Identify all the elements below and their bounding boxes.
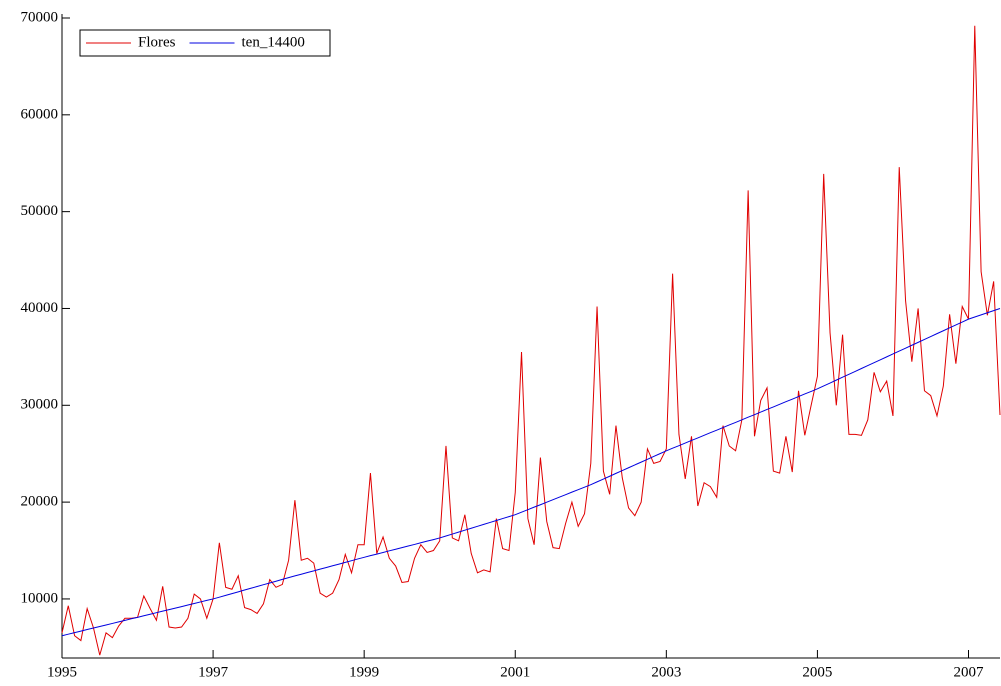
series-line	[61, 25, 1001, 656]
y-tick-label: 10000	[21, 590, 59, 606]
y-tick-label: 70000	[21, 9, 59, 25]
x-tick-label: 1999	[349, 664, 379, 680]
x-tick-label: 1997	[198, 664, 229, 680]
x-tick-label: 2001	[500, 664, 530, 680]
series-line	[61, 307, 1001, 637]
legend-label: ten_14400	[242, 34, 305, 50]
y-tick-label: 60000	[21, 106, 59, 122]
y-tick-label: 20000	[21, 494, 59, 510]
x-tick-label: 2005	[802, 664, 832, 680]
y-tick-label: 40000	[21, 300, 59, 316]
x-tick-label: 2003	[651, 664, 681, 680]
y-tick-label: 50000	[21, 203, 59, 219]
y-tick-label: 30000	[21, 397, 59, 413]
x-tick-label: 1995	[47, 664, 77, 680]
x-tick-label: 2007	[953, 664, 984, 680]
legend-label: Flores	[138, 34, 176, 50]
